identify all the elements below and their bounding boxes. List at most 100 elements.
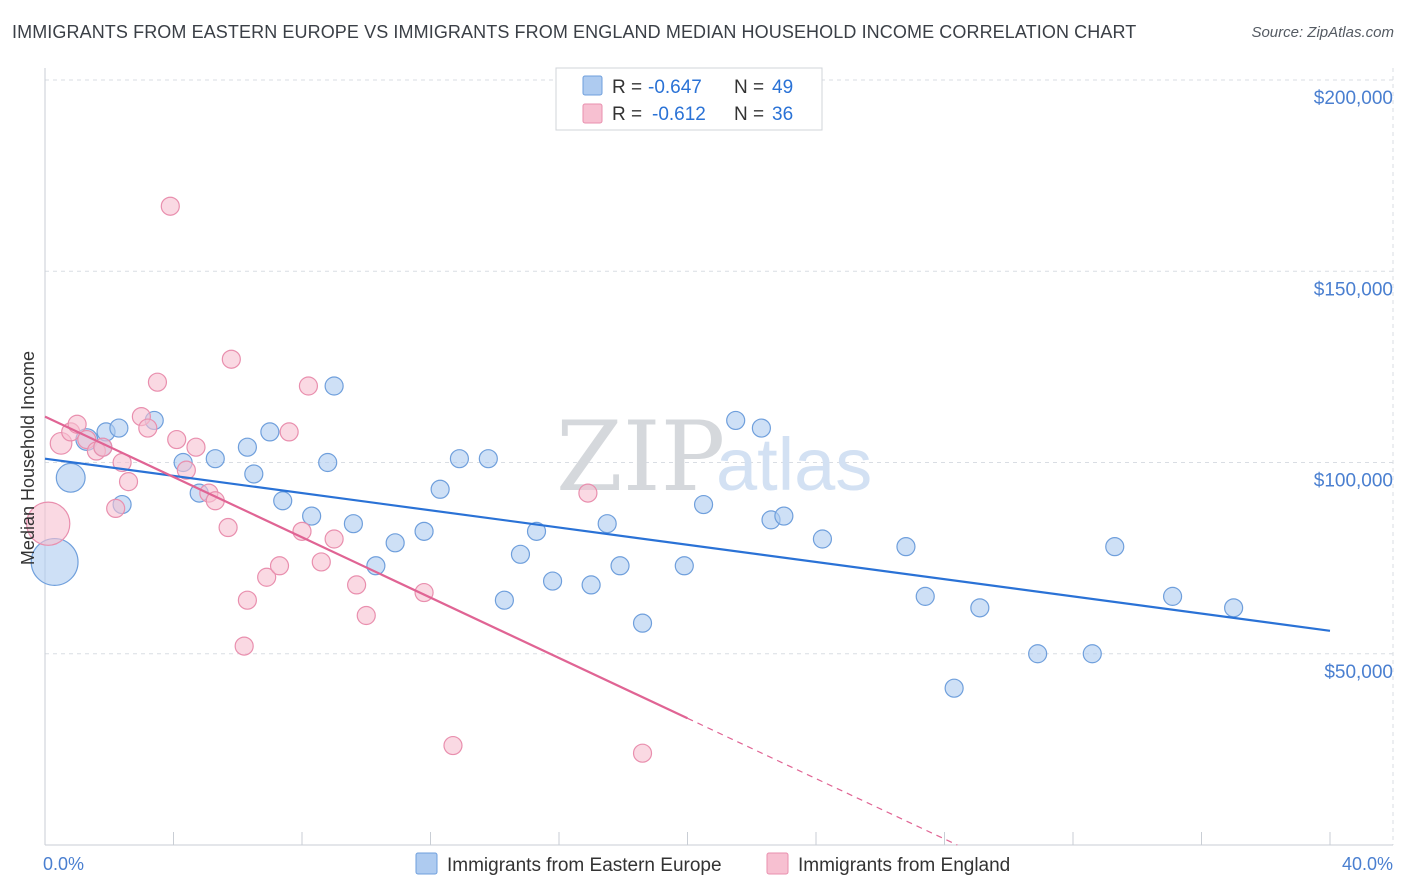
point-eastern-europe <box>597 514 617 534</box>
stats-r-label-pink: R = <box>612 104 642 125</box>
point-eastern-europe <box>751 418 771 438</box>
chart-source: Source: ZipAtlas.com <box>1251 24 1394 41</box>
stats-n-label-pink: N = <box>734 104 764 125</box>
point-eastern-europe <box>610 556 630 576</box>
legend-swatch-blue <box>415 852 438 875</box>
y-tick-label: $100,000 <box>1314 471 1393 492</box>
point-england <box>221 349 241 369</box>
point-eastern-europe <box>385 533 405 553</box>
point-england <box>234 636 254 656</box>
point-eastern-europe <box>542 571 563 591</box>
point-england <box>138 418 158 438</box>
x-tick-label: 0.0% <box>43 854 84 874</box>
watermark-atlas: atlas <box>716 423 872 506</box>
point-eastern-europe <box>343 514 363 534</box>
point-eastern-europe <box>237 437 257 457</box>
point-eastern-europe <box>260 422 280 442</box>
stats-r-label-blue: R = <box>612 77 642 98</box>
axes <box>44 68 1393 846</box>
point-eastern-europe <box>1082 644 1102 664</box>
grid <box>45 68 1394 845</box>
trendline-england <box>44 415 688 720</box>
legend-swatch-pink <box>766 852 789 875</box>
point-eastern-europe <box>812 529 833 549</box>
point-eastern-europe <box>1105 537 1125 557</box>
point-eastern-europe <box>449 449 470 469</box>
point-eastern-europe <box>726 410 746 431</box>
point-england <box>218 517 238 538</box>
point-eastern-europe <box>324 376 344 396</box>
legend-label-blue: Immigrants from Eastern Europe <box>447 855 722 876</box>
watermark: ZIP atlas <box>556 401 872 513</box>
point-eastern-europe <box>510 544 531 564</box>
point-england <box>356 605 376 626</box>
point-england <box>26 501 71 546</box>
x-tick-labels: 0.0% 40.0% <box>43 854 1393 874</box>
stats-n-label-blue: N = <box>734 77 764 98</box>
point-england <box>160 196 180 216</box>
legend-label-pink: Immigrants from England <box>798 855 1010 876</box>
point-england <box>147 372 168 392</box>
point-england <box>578 483 598 503</box>
point-eastern-europe <box>693 494 714 515</box>
stats-r-value-blue: -0.647 <box>648 77 702 98</box>
point-england <box>186 437 206 457</box>
point-eastern-europe <box>896 537 916 557</box>
point-england <box>237 590 257 610</box>
point-eastern-europe <box>318 452 338 473</box>
y-tick-label: $150,000 <box>1314 279 1393 300</box>
point-eastern-europe <box>632 613 653 633</box>
point-eastern-europe <box>1224 598 1244 618</box>
y-tick-label: $50,000 <box>1324 662 1393 683</box>
point-eastern-europe <box>30 537 79 586</box>
point-eastern-europe <box>526 521 547 541</box>
point-england <box>257 567 277 587</box>
stats-n-value-pink: 36 <box>772 104 793 125</box>
point-england <box>176 460 196 480</box>
point-eastern-europe <box>915 586 935 606</box>
point-england <box>311 552 331 572</box>
point-eastern-europe <box>581 575 601 595</box>
point-eastern-europe <box>1028 644 1048 664</box>
trendline-eastern-europe <box>44 457 1331 632</box>
stats-swatch-pink <box>582 103 603 124</box>
points <box>26 196 1244 763</box>
point-eastern-europe <box>774 506 794 526</box>
stats-box: R = -0.647 N = 49 R = -0.612 N = 36 <box>555 67 823 131</box>
point-eastern-europe <box>55 462 86 493</box>
stats-swatch-blue <box>582 75 603 96</box>
point-eastern-europe <box>430 479 450 499</box>
x-tick-label: 40.0% <box>1342 854 1393 874</box>
legend: Immigrants from Eastern Europe Immigrant… <box>415 852 1010 876</box>
point-england <box>118 472 139 492</box>
stats-n-value-blue: 49 <box>772 77 793 98</box>
point-eastern-europe <box>244 464 264 484</box>
point-england <box>269 556 290 576</box>
y-axis-title: Median Household Income <box>18 351 38 565</box>
point-eastern-europe <box>1162 586 1183 606</box>
point-england <box>298 376 319 396</box>
chart-title: IMMIGRANTS FROM EASTERN EUROPE VS IMMIGR… <box>12 22 1137 42</box>
point-eastern-europe <box>109 418 129 438</box>
point-eastern-europe <box>970 598 990 618</box>
point-england <box>632 743 653 763</box>
point-eastern-europe <box>414 521 434 541</box>
point-eastern-europe <box>674 556 694 576</box>
trendlines <box>44 415 1331 846</box>
stats-r-value-pink: -0.612 <box>652 104 706 125</box>
point-england <box>443 735 463 756</box>
trendline-england-extension <box>687 717 958 846</box>
point-england <box>324 529 344 549</box>
point-eastern-europe <box>205 449 225 469</box>
point-england <box>347 575 367 595</box>
point-england <box>279 422 299 442</box>
point-eastern-europe <box>478 449 498 469</box>
point-eastern-europe <box>494 590 514 610</box>
point-eastern-europe <box>944 678 964 698</box>
point-england <box>167 429 187 450</box>
y-tick-label: $200,000 <box>1314 88 1393 109</box>
point-england <box>106 498 126 518</box>
point-eastern-europe <box>273 491 293 511</box>
y-tick-labels: $50,000 $100,000 $150,000 $200,000 <box>1314 88 1393 683</box>
